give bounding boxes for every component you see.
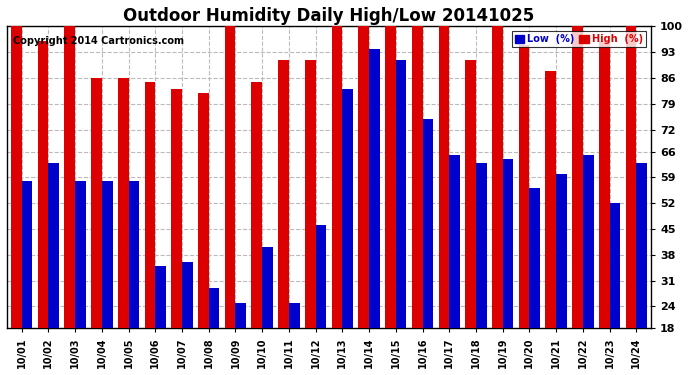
Bar (369, 49, 380, 328)
Bar (358, 27, 369, 328)
Bar (636, 163, 647, 328)
Bar (128, 181, 139, 328)
Bar (102, 181, 112, 328)
Bar (529, 189, 540, 328)
Bar (118, 78, 128, 328)
Bar (439, 27, 449, 328)
Bar (599, 41, 609, 328)
Legend: Low  (%), High  (%): Low (%), High (%) (512, 32, 646, 47)
Bar (422, 118, 433, 328)
Bar (572, 27, 583, 328)
Bar (21, 181, 32, 328)
Bar (64, 27, 75, 328)
Bar (198, 93, 208, 328)
Bar (145, 82, 155, 328)
Bar (449, 155, 460, 328)
Bar (262, 248, 273, 328)
Bar (251, 82, 262, 328)
Bar (289, 303, 299, 328)
Bar (208, 288, 219, 328)
Bar (412, 27, 422, 328)
Title: Outdoor Humidity Daily High/Low 20141025: Outdoor Humidity Daily High/Low 20141025 (124, 7, 535, 25)
Bar (332, 27, 342, 328)
Bar (11, 27, 21, 328)
Bar (305, 60, 315, 328)
Bar (503, 159, 513, 328)
Bar (342, 89, 353, 328)
Bar (48, 163, 59, 328)
Bar (385, 27, 396, 328)
Bar (583, 155, 593, 328)
Bar (278, 60, 289, 328)
Bar (465, 60, 476, 328)
Bar (225, 27, 235, 328)
Bar (91, 78, 102, 328)
Bar (171, 89, 182, 328)
Text: Copyright 2014 Cartronics.com: Copyright 2014 Cartronics.com (13, 36, 184, 45)
Bar (396, 60, 406, 328)
Bar (182, 262, 193, 328)
Bar (235, 303, 246, 328)
Bar (75, 181, 86, 328)
Bar (546, 70, 556, 328)
Bar (609, 203, 620, 328)
Bar (492, 27, 503, 328)
Bar (519, 45, 529, 328)
Bar (476, 163, 486, 328)
Bar (38, 41, 48, 328)
Bar (556, 174, 567, 328)
Bar (155, 266, 166, 328)
Bar (315, 225, 326, 328)
Bar (626, 27, 636, 328)
